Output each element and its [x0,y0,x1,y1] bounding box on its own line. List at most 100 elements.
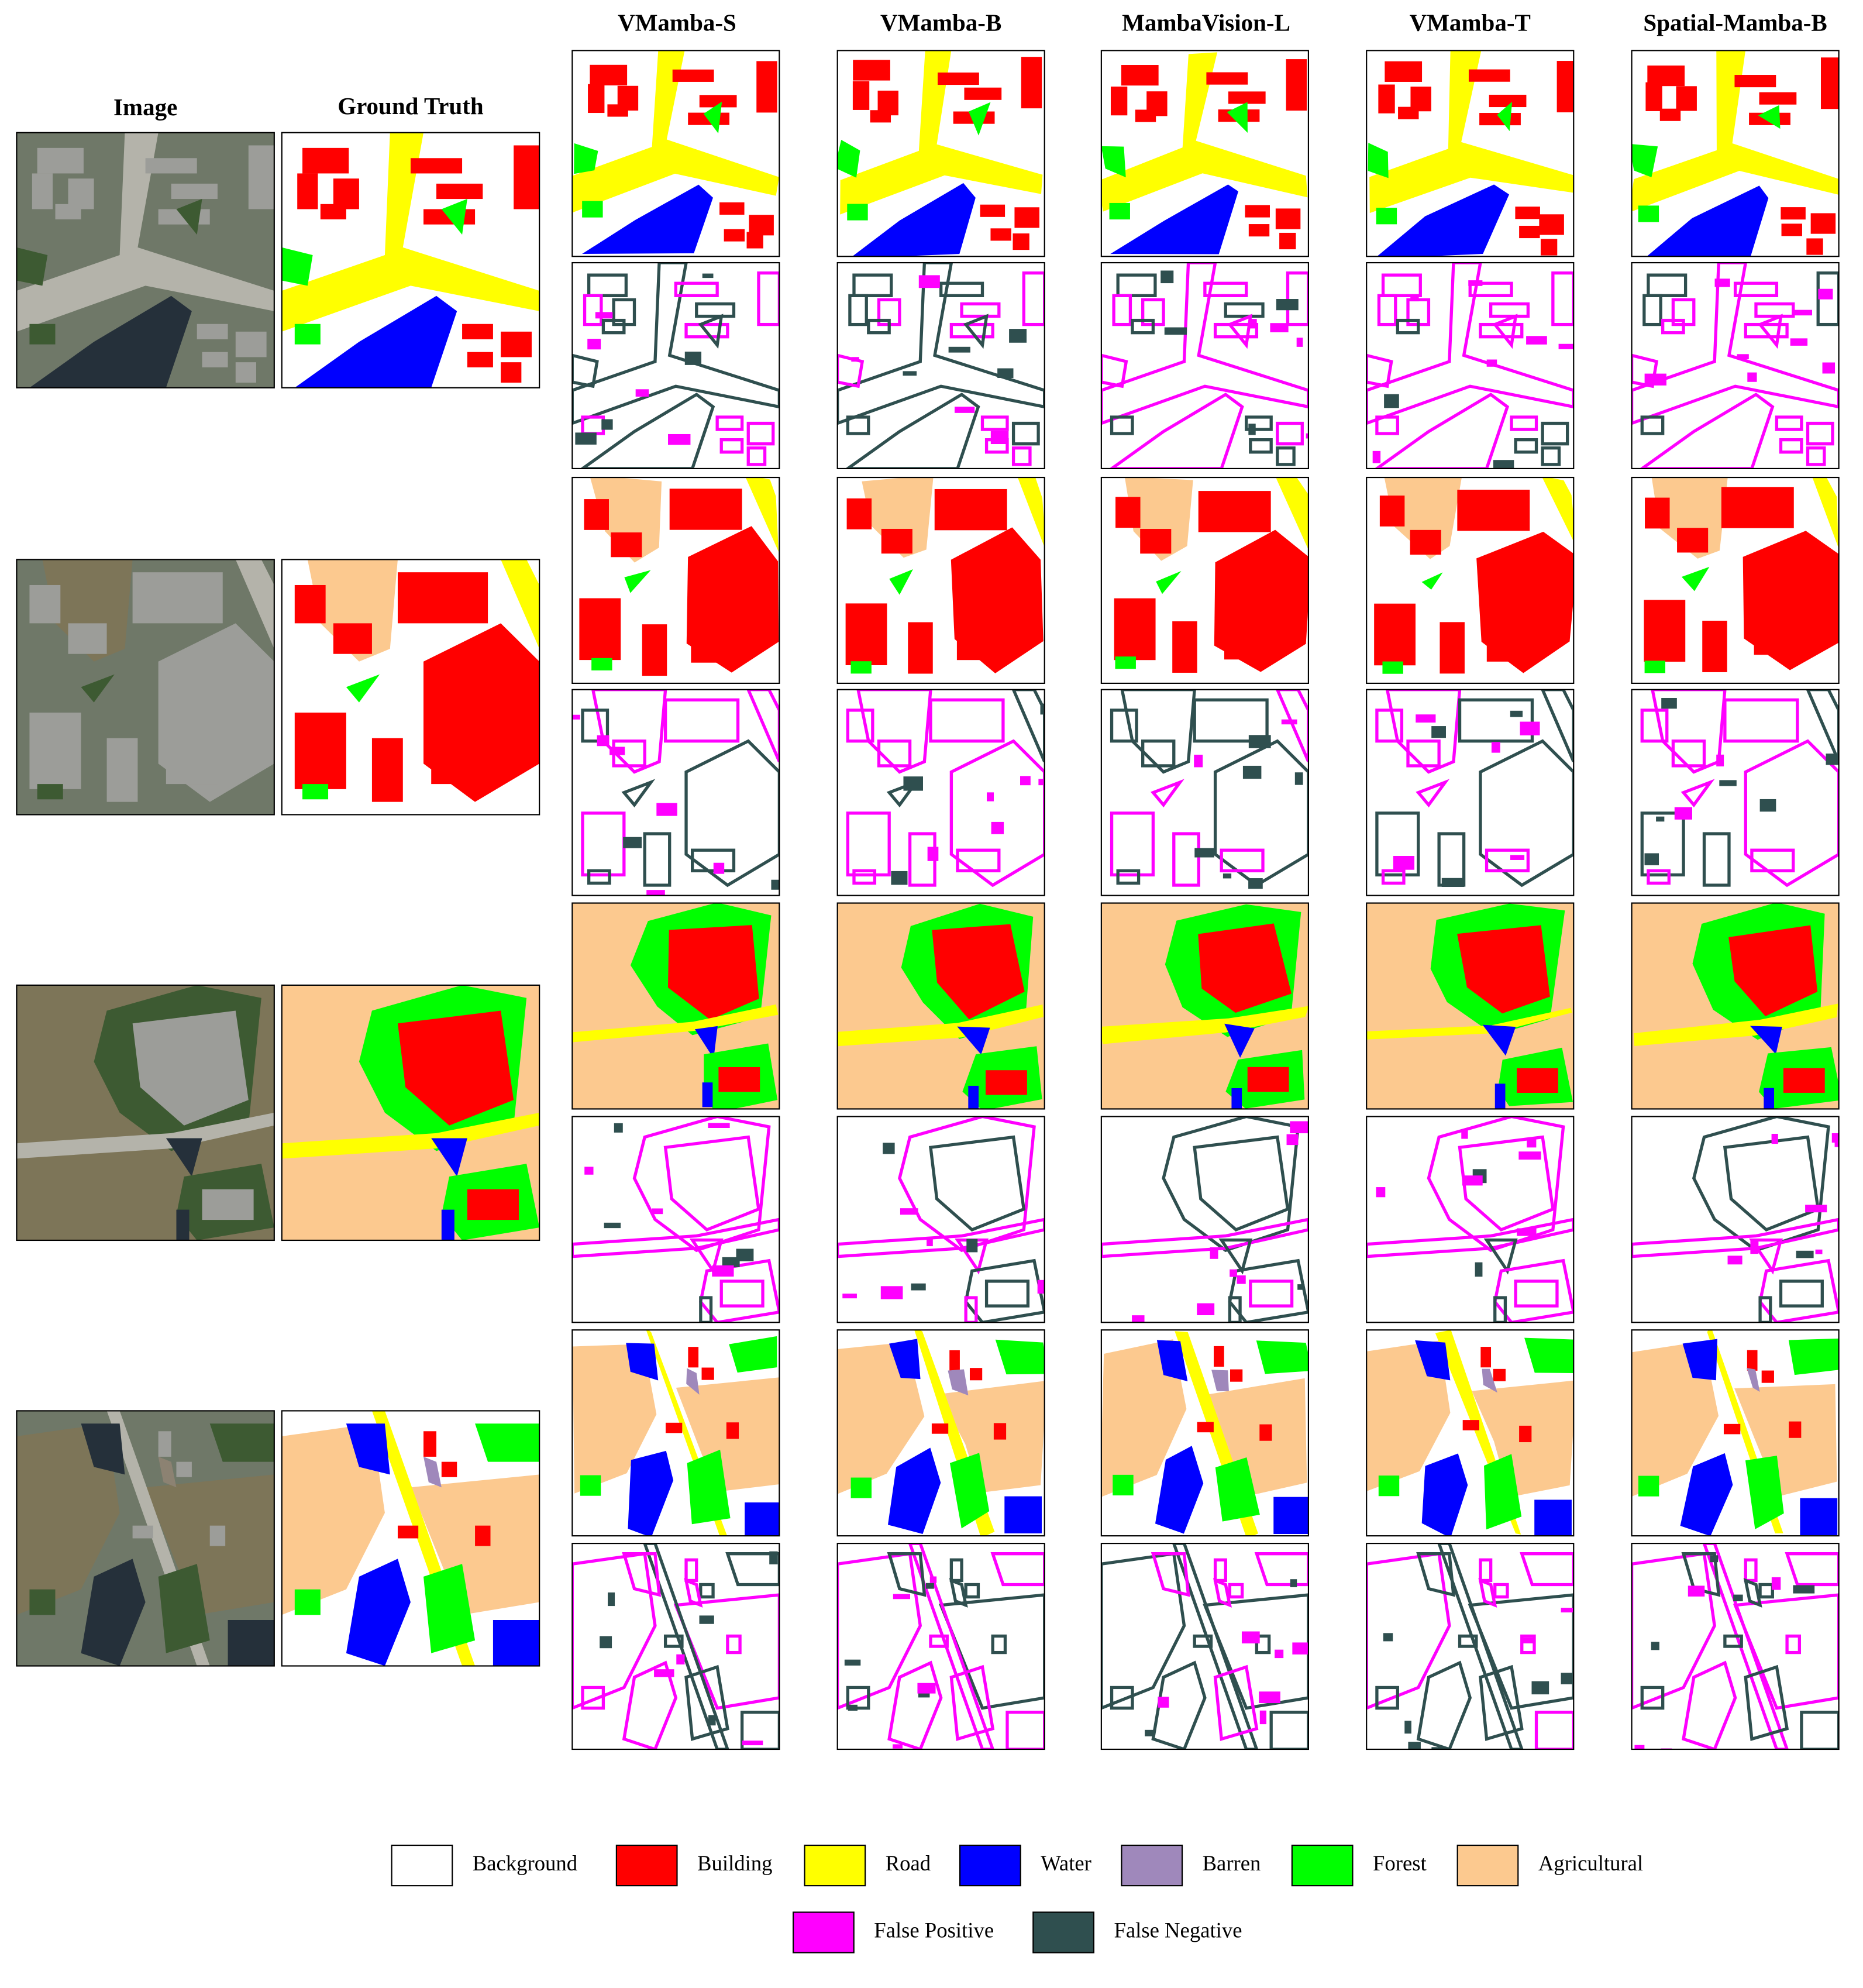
error-edge [1406,740,1441,768]
error-map [1101,689,1308,896]
error-blob [609,747,625,755]
region [1489,94,1527,108]
tile-border [836,902,1045,1110]
error-blob [1160,270,1174,284]
region [837,140,860,178]
error-edge [1011,446,1032,466]
error-edge [587,869,611,885]
error-edge [1193,1634,1213,1648]
error-blob [925,1583,934,1589]
region [686,1368,700,1395]
region [475,1423,540,1462]
error-blob [900,1208,918,1215]
region [68,623,107,654]
error-map [1631,1116,1839,1323]
region [1781,207,1806,220]
region [397,1525,419,1539]
error-edge [1640,708,1669,743]
region [16,1112,274,1159]
error-map [572,689,780,896]
error-blob [1038,779,1045,786]
region [1659,108,1681,121]
error-blob [1771,1133,1778,1144]
error-blob [1270,323,1289,332]
region [611,532,642,558]
region [1101,1006,1308,1044]
error-edge [887,1660,943,1749]
region [441,1461,457,1477]
region [1747,1368,1760,1392]
error-blob [1281,719,1297,725]
error-blob [656,803,677,816]
tile-border [1100,1329,1309,1537]
legend-swatch [1121,1844,1183,1887]
region [16,1423,120,1615]
region [986,1070,1027,1095]
region [1759,92,1797,105]
prediction-mask [572,477,780,683]
error-edge [1131,318,1155,335]
error-edge [699,1583,715,1599]
tile-border [1100,902,1309,1110]
region [1110,86,1128,116]
region [1286,59,1307,111]
region [956,639,998,661]
error-blob [1651,1642,1659,1650]
error-edge [663,1135,760,1232]
error-edge [929,1135,1026,1232]
error-edge [1631,353,1659,388]
region [607,104,628,117]
region [703,101,722,134]
error-blob [1237,1275,1246,1284]
region [840,50,1043,215]
region [590,64,628,85]
region [968,102,991,136]
region [1101,1116,1308,1323]
error-edge [1213,1664,1259,1741]
error-edge [1651,689,1727,774]
error-blob [1815,1249,1823,1254]
error-blob [572,714,580,720]
region [1728,925,1818,1017]
error-edge [1479,1664,1524,1741]
column-header: VMamba-S [618,9,736,36]
error-blob [1527,1139,1537,1148]
tile-border [16,1410,275,1667]
error-blob [1688,1585,1705,1597]
error-blob [1796,1250,1814,1258]
region [590,477,662,563]
region [756,61,777,113]
region [29,295,192,388]
error-edge [929,1634,949,1648]
prediction-mask [1366,1330,1574,1536]
error-edge [622,1552,662,1597]
error-edge [1396,318,1420,335]
error-blob [676,1654,685,1664]
error-blob [1145,1729,1153,1736]
error-blob [997,368,1014,379]
error-edge [695,302,736,318]
region [29,324,56,345]
region [686,526,779,673]
error-blob [1461,1130,1468,1139]
error-blob [1410,294,1419,302]
region [1256,1340,1308,1374]
region [665,1422,683,1433]
region [837,1005,1044,1047]
error-blob [1747,372,1757,382]
tile-border [571,902,780,1110]
error-edge [1385,689,1462,774]
error-edge [1213,1578,1232,1608]
region [1366,1007,1572,1040]
region [1631,1341,1719,1497]
error-blob [851,357,859,362]
region [132,1525,153,1539]
region [42,559,133,662]
region [1631,1116,1839,1323]
error-blob [1759,799,1776,812]
error-map [1366,263,1574,469]
column-header: MambaVision-L [1122,9,1290,36]
error-edge [1005,1711,1045,1749]
tile-border [1366,476,1575,685]
region [887,1447,941,1535]
